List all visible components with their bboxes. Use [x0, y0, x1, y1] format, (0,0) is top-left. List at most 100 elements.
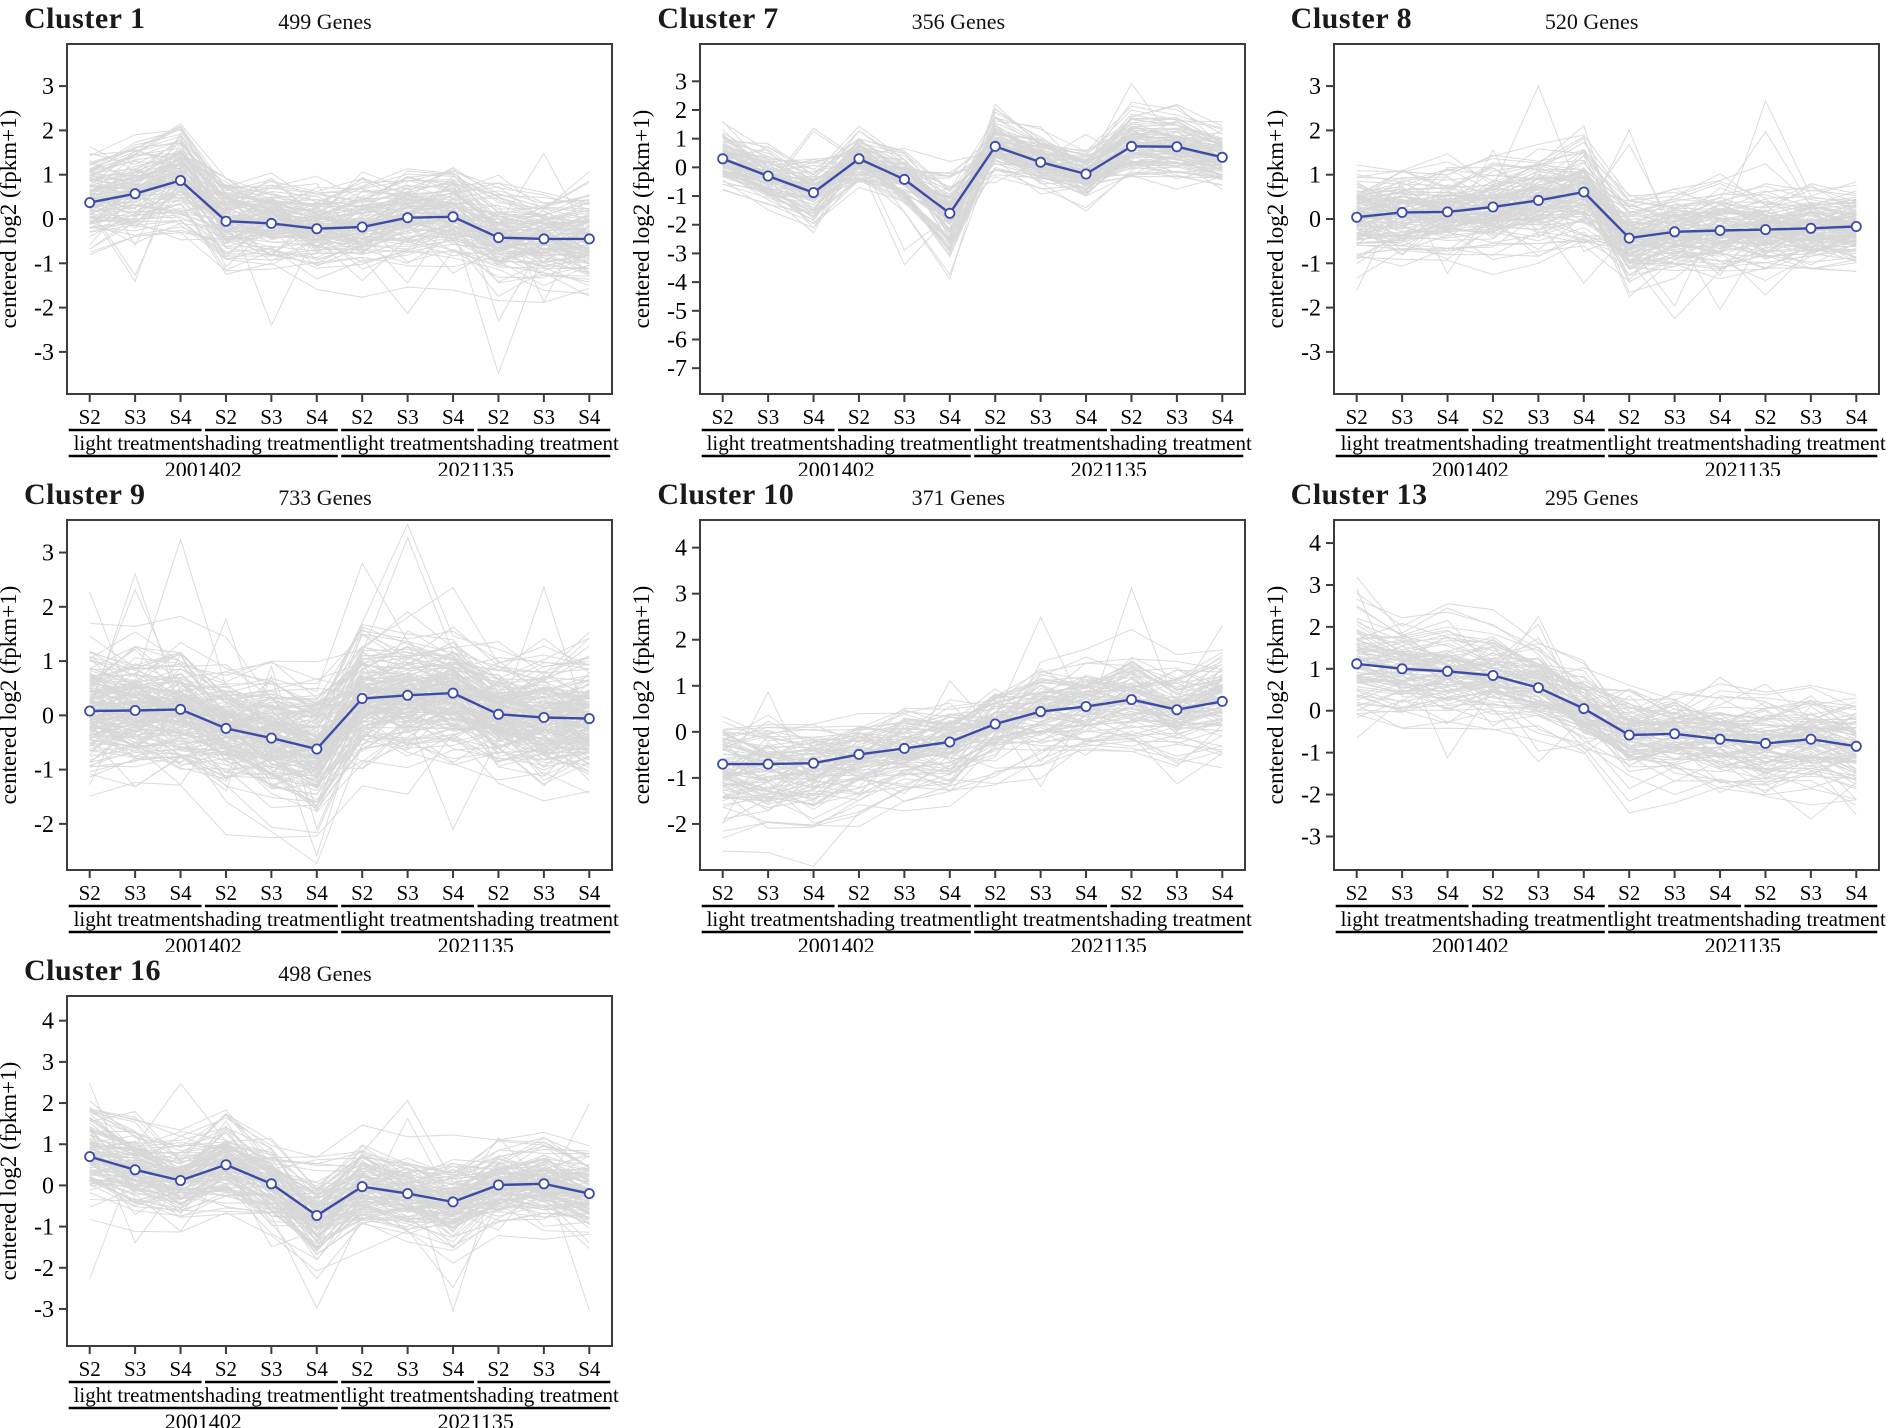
gene-line: [89, 170, 590, 266]
gene-line: [89, 163, 590, 223]
gene-line: [722, 696, 1223, 805]
y-tick-label: -2: [667, 213, 687, 239]
gene-line: [1356, 198, 1857, 267]
treatment-label: light treatment: [1340, 907, 1463, 931]
x-tick-label: S3: [260, 881, 282, 905]
x-tick-label: S3: [1663, 881, 1685, 905]
genotype-label: 2021135: [1071, 457, 1147, 476]
mean-line: [1356, 662, 1857, 748]
y-tick-label: -3: [1301, 824, 1321, 850]
gene-line: [89, 1152, 590, 1228]
y-tick-label: 0: [42, 703, 54, 729]
gene-line: [89, 202, 590, 303]
gene-line: [89, 182, 590, 250]
mean-point: [1487, 669, 1499, 681]
y-tick-label: 1: [1309, 657, 1321, 683]
mean-point: [538, 1178, 550, 1190]
x-tick-label: S4: [306, 405, 329, 429]
y-tick-label: 3: [1309, 74, 1321, 100]
y-tick-label: -1: [34, 758, 54, 784]
mean-point: [1714, 733, 1726, 745]
x-tick-label: S4: [1075, 405, 1098, 429]
gene-line: [89, 1174, 590, 1251]
mean-point: [311, 1209, 323, 1221]
gene-line: [89, 1082, 590, 1190]
y-tick-label: -3: [667, 241, 687, 267]
gene-line: [89, 157, 590, 323]
gene-line: [89, 172, 590, 258]
genotype-label: 2021135: [1071, 933, 1147, 952]
gene-line: [89, 710, 590, 807]
gene-line: [1356, 657, 1857, 738]
gene-line: [1356, 239, 1856, 276]
gene-line: [89, 732, 590, 839]
gene-line: [89, 1171, 590, 1223]
gene-line: [89, 562, 590, 700]
mean-point: [538, 711, 550, 723]
gene-line: [1356, 657, 1857, 711]
mean-point: [990, 140, 1002, 152]
x-tick-label: S4: [306, 881, 329, 905]
mean-point: [356, 221, 368, 233]
x-tick-label: S4: [1436, 881, 1459, 905]
gene-line: [722, 676, 1223, 763]
mean-point: [1126, 140, 1138, 152]
gene-lines-group: [722, 586, 1224, 867]
y-tick-label: 3: [42, 1050, 54, 1076]
treatment-label: light treatment: [707, 431, 830, 455]
treatment-label: shading treatment: [196, 431, 346, 455]
gene-line: [89, 189, 590, 284]
gene-line: [89, 729, 590, 809]
mean-line: [89, 179, 590, 241]
x-tick-label: S4: [803, 405, 826, 429]
treatment-label: light treatment: [346, 431, 469, 455]
mean-line: [723, 698, 1223, 766]
cluster-title: Cluster 10: [657, 478, 795, 511]
treatment-label: light treatment: [1340, 431, 1463, 455]
gene-line: [89, 190, 590, 283]
x-tick-label: S4: [306, 1357, 329, 1381]
gene-line: [1356, 220, 1857, 265]
x-tick-label: S2: [1618, 881, 1640, 905]
plot-frame: [699, 519, 1247, 871]
x-tick-label: S2: [79, 405, 101, 429]
treatment-label: shading treatment: [1736, 431, 1886, 455]
y-tick-label: 4: [42, 1009, 54, 1035]
mean-point: [762, 170, 774, 182]
gene-line: [1356, 683, 1857, 725]
mean-point: [265, 1178, 277, 1190]
x-tick-label: S4: [169, 405, 192, 429]
mean-point: [356, 692, 368, 704]
gene-line: [722, 166, 1223, 242]
gene-line: [1356, 148, 1857, 206]
panel-header: Cluster 7 356 Genes: [633, 0, 1266, 42]
mean-point: [447, 687, 459, 699]
y-tick-label: -2: [667, 812, 687, 838]
genotype-label: 2021135: [1704, 457, 1780, 476]
x-tick-label: S2: [79, 1357, 101, 1381]
gene-line: [1355, 588, 1857, 750]
gene-lines-group: [1355, 84, 1857, 320]
y-tick-label: 4: [675, 536, 687, 562]
cluster-panel: Cluster 16 498 Genes 4 3 2 1 0 -1 -2 -3 centered l…: [0, 952, 633, 1428]
y-tick-label: 1: [42, 649, 54, 675]
cluster-plot: 3 2 1 0 -1 -2 -3 centered log2 (fpkm+1) S2 S3 S4 S2…: [0, 43, 619, 476]
gene-line: [89, 737, 590, 775]
y-tick-label: 0: [42, 207, 54, 233]
mean-point: [129, 188, 141, 200]
gene-line: [722, 103, 1223, 246]
y-tick-label: -4: [667, 270, 687, 296]
x-tick-label: S3: [894, 881, 916, 905]
gene-line: [1356, 644, 1857, 701]
gene-line: [89, 681, 590, 778]
gene-line: [89, 1154, 590, 1289]
gene-line: [89, 678, 590, 748]
mean-point: [265, 217, 277, 229]
gene-line: [89, 680, 590, 732]
gene-line: [89, 585, 590, 736]
gene-line: [722, 730, 1223, 806]
gene-line: [1356, 196, 1857, 244]
y-tick-label: -1: [34, 1215, 54, 1241]
gene-line: [89, 1176, 590, 1310]
gene-line: [1356, 678, 1857, 749]
